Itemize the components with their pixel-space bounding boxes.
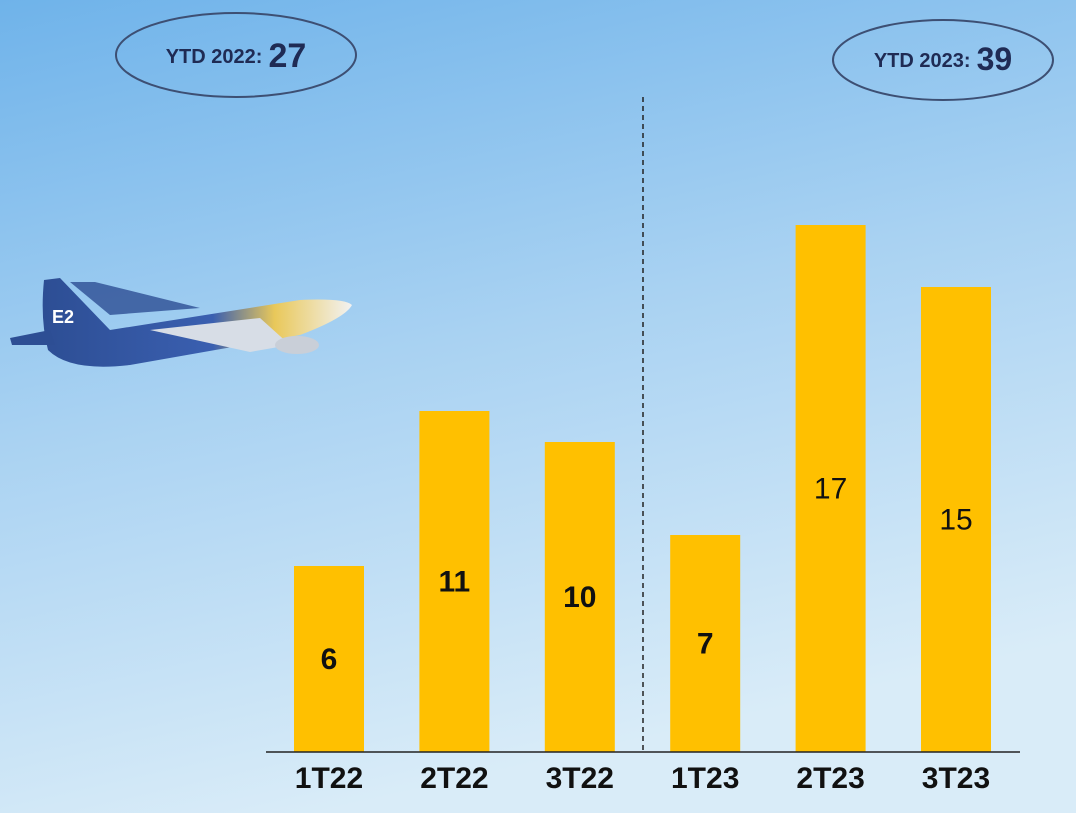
- value-label: 17: [814, 472, 847, 505]
- ytd-label: YTD 2022:: [166, 46, 263, 68]
- x-tick-label: 2T23: [796, 762, 864, 795]
- x-tick-label: 1T23: [671, 762, 739, 795]
- x-tick-label: 1T22: [295, 762, 363, 795]
- x-tick-label: 3T22: [546, 762, 614, 795]
- bar: [544, 442, 615, 752]
- x-tick-label: 2T22: [420, 762, 488, 795]
- ytd-annotation: YTD 2022: 27: [166, 37, 307, 75]
- value-label: 6: [321, 643, 338, 676]
- bar: [921, 287, 991, 752]
- bar: [670, 535, 741, 752]
- value-label: 7: [697, 627, 714, 660]
- x-tick-label: 3T23: [922, 762, 990, 795]
- airplane: E2: [10, 278, 353, 367]
- bar: [419, 411, 490, 752]
- svg-text:E2: E2: [52, 307, 74, 327]
- ytd-bubble: [832, 19, 1054, 101]
- value-label: 15: [939, 503, 972, 536]
- bar: [795, 225, 866, 752]
- ytd-annotation: YTD 2023: 39: [874, 41, 1012, 77]
- ytd-value: 27: [268, 37, 306, 75]
- value-label: 11: [439, 565, 471, 598]
- ytd-bubble: [115, 12, 357, 98]
- ytd-value: 39: [977, 41, 1013, 77]
- ytd-label: YTD 2023:: [874, 50, 971, 72]
- value-label: 10: [563, 581, 596, 614]
- bar: [294, 566, 364, 752]
